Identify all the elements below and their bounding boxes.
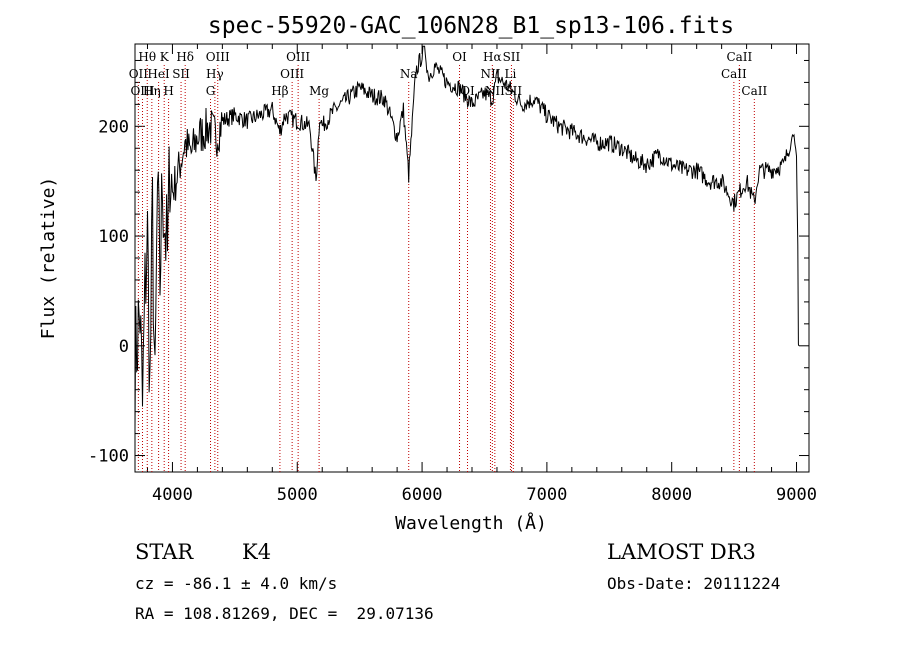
- spectral-line-label: OI: [452, 50, 467, 64]
- spectral-line-label: Hδ: [176, 50, 194, 64]
- spectral-line-label: CaII: [741, 84, 767, 98]
- chart-title: spec-55920-GAC_106N28_B1_sp13-106.fits: [208, 13, 734, 39]
- x-tick-label: 4000: [152, 485, 193, 505]
- x-tick-label: 6000: [402, 485, 443, 505]
- spectral-line-label: Mg: [309, 84, 329, 98]
- y-axis-label: Flux (relative): [38, 177, 59, 340]
- y-tick-label: -100: [88, 447, 129, 467]
- object-subclass: K4: [242, 540, 272, 564]
- plot-frame: [134, 43, 810, 473]
- x-axis-label: Wavelength (Å): [395, 512, 547, 534]
- spectral-line-label: Hα: [483, 50, 502, 64]
- y-tick-label: 100: [98, 227, 129, 247]
- spectral-line-label: G: [206, 84, 216, 98]
- coordinates: RA = 108.81269, DEC = 29.07136: [135, 604, 434, 623]
- spectral-line-label: OIII: [130, 84, 154, 98]
- x-tick-label: 8000: [651, 485, 692, 505]
- x-tick-label: 9000: [776, 485, 817, 505]
- spectral-line-label: Hη: [143, 84, 161, 98]
- spectral-line-label: Hγ: [206, 67, 224, 81]
- redshift-value: cz = -86.1 ± 4.0 km/s: [135, 574, 338, 593]
- spectral-line-label: OIII: [280, 67, 304, 81]
- obs-date: Obs-Date: 20111224: [607, 574, 781, 593]
- spectral-line-label: Hθ: [138, 50, 156, 64]
- x-tick-label: 7000: [526, 485, 567, 505]
- spectral-line-label: CaII: [721, 67, 747, 81]
- spectral-line-label: H: [163, 84, 173, 98]
- spectral-line-label: Hβ: [271, 84, 288, 98]
- spectral-line-label: Na: [400, 67, 418, 81]
- spectral-line-label: OIII: [206, 50, 230, 64]
- spectral-line-label: OII: [129, 67, 149, 81]
- survey-name: LAMOST DR3: [607, 540, 756, 564]
- spectral-line-label: HeI: [147, 67, 170, 81]
- spectral-line-label: SII: [503, 50, 521, 64]
- spectral-line-label: Li: [505, 67, 517, 81]
- spectral-line-label: SII: [172, 67, 190, 81]
- spectral-line-label: OIII: [286, 50, 310, 64]
- spectral-line-label: K: [160, 50, 170, 64]
- x-tick-label: 5000: [277, 485, 318, 505]
- spectral-line-label: CaII: [726, 50, 752, 64]
- flux-series-line: [134, 45, 800, 429]
- object-class: STAR: [135, 540, 194, 564]
- y-tick-label: 200: [98, 117, 129, 137]
- y-tick-label: 0: [119, 337, 129, 357]
